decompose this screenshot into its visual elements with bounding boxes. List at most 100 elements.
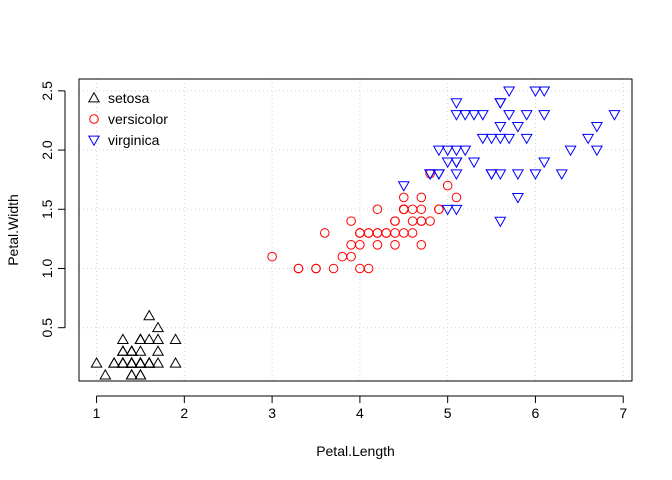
versicolor-point <box>416 240 427 250</box>
versicolor-point <box>267 251 277 262</box>
versicolor-point <box>319 228 330 238</box>
versicolor-point <box>416 204 427 215</box>
virginica-point <box>494 133 507 145</box>
virginica-point <box>450 157 463 169</box>
setosa-point <box>134 357 147 368</box>
versicolor-point <box>381 228 392 238</box>
x-tick-label: 4 <box>356 405 364 421</box>
virginica-point <box>397 181 410 192</box>
y-tick-label: 2.5 <box>39 81 55 101</box>
setosa-point <box>125 357 138 368</box>
virginica-point <box>503 110 516 121</box>
setosa-point <box>143 357 156 368</box>
versicolor-point <box>346 251 356 262</box>
setosa-point <box>169 333 182 344</box>
virginica-point <box>450 110 463 121</box>
setosa-point <box>151 357 165 368</box>
virginica-point <box>441 145 454 157</box>
virginica-point <box>511 121 524 133</box>
versicolor-point <box>451 192 462 203</box>
setosa-point <box>134 357 147 368</box>
versicolor-point <box>390 216 400 226</box>
setosa-point <box>125 368 138 380</box>
versicolor-point <box>416 216 427 226</box>
setosa-point <box>116 357 129 368</box>
virginica-point <box>538 110 551 121</box>
virginica-point <box>441 157 454 169</box>
virginica-point <box>590 121 603 133</box>
setosa-point <box>151 345 165 356</box>
versicolor-point <box>390 240 400 250</box>
versicolor-point <box>346 240 356 250</box>
legend: setosa versicolor virginica <box>87 90 168 148</box>
virginica-point <box>494 216 507 228</box>
setosa-point <box>143 333 156 344</box>
virginica-point <box>590 145 603 157</box>
x-tick-label: 1 <box>93 405 101 421</box>
virginica-point <box>511 169 524 180</box>
setosa-point <box>134 333 147 344</box>
setosa-point <box>125 357 138 368</box>
virginica-point <box>450 157 463 169</box>
virginica-point <box>582 133 595 145</box>
versicolor-point <box>390 228 400 238</box>
legend-label-setosa: setosa <box>108 90 149 106</box>
legend-marker-setosa <box>87 91 101 103</box>
setosa-point <box>134 357 147 368</box>
x-axis: 1 2 3 4 5 6 7 <box>93 395 627 421</box>
legend-marker-versicolor <box>89 114 99 124</box>
versicolor-point <box>355 240 365 250</box>
virginica-point <box>538 157 551 169</box>
y-tick-label: 1.5 <box>39 199 55 219</box>
setosa-point <box>116 357 129 368</box>
setosa-point <box>125 357 138 368</box>
setosa-point <box>125 357 138 368</box>
versicolor-point <box>372 204 383 215</box>
versicolor-point <box>337 251 348 262</box>
virginica-point <box>432 145 445 157</box>
setosa-point <box>116 345 129 356</box>
setosa-point <box>125 345 138 356</box>
legend-label-versicolor: versicolor <box>108 111 168 127</box>
virginica-point <box>608 110 621 121</box>
y-axis-title: Petal.Width <box>5 194 21 266</box>
setosa-point <box>108 357 121 368</box>
virginica-point <box>494 98 507 109</box>
setosa-point <box>125 357 138 368</box>
setosa-point <box>116 357 129 368</box>
versicolor-point <box>398 228 409 238</box>
setosa-point <box>108 357 121 368</box>
setosa-point <box>134 368 147 380</box>
legend-marker-virginica <box>87 135 101 147</box>
setosa-point <box>116 357 129 368</box>
virginica-point <box>520 110 533 121</box>
setosa-point <box>90 357 103 368</box>
setosa-point <box>134 333 147 344</box>
setosa-point <box>169 357 182 368</box>
setosa-point <box>143 357 156 368</box>
setosa-point <box>134 357 147 368</box>
versicolor-point <box>346 216 356 226</box>
grid <box>79 79 632 381</box>
virginica-point <box>555 169 568 180</box>
virginica-point <box>485 133 498 145</box>
versicolor-point <box>293 263 304 274</box>
x-tick-label: 2 <box>180 405 188 421</box>
setosa-point <box>116 333 129 344</box>
virginica-point <box>467 110 481 121</box>
versicolor-point <box>372 240 383 250</box>
versicolor-point <box>328 263 339 274</box>
virginica-point <box>476 133 489 145</box>
legend-label-virginica: virginica <box>108 132 160 148</box>
setosa-point <box>125 357 138 368</box>
virginica-point <box>432 169 445 180</box>
setosa-point <box>125 368 138 380</box>
x-axis-title: Petal.Length <box>316 443 395 459</box>
setosa-point <box>125 357 138 368</box>
setosa-point <box>134 345 147 356</box>
setosa-point <box>143 357 156 368</box>
virginica-point <box>424 169 437 180</box>
setosa-point <box>151 333 165 344</box>
setosa-point <box>116 345 129 356</box>
